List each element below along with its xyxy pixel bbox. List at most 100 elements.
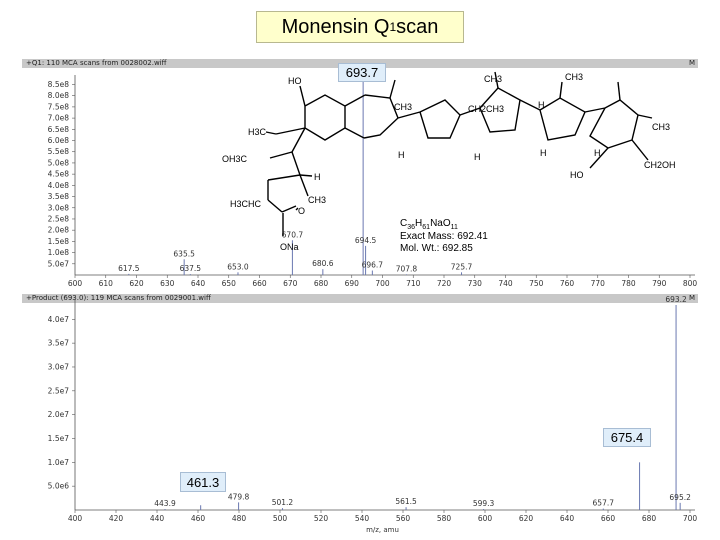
q1-ytick-label: 3.5e8 <box>48 192 70 201</box>
product-xtick-label: 400 <box>68 514 83 523</box>
q1-ytick-label: 2.5e8 <box>48 214 70 223</box>
struct-label-h3c: H3C <box>248 127 267 137</box>
product-ytick-label: 2.0e7 <box>48 410 70 419</box>
q1-peak-label: 696.7 <box>362 261 384 270</box>
struct-label-h-3: H <box>474 152 481 162</box>
product-xtick-label: 660 <box>601 514 616 523</box>
title-rest: scan <box>396 15 439 38</box>
struct-label-ona: ONa <box>280 242 299 252</box>
q1-xtick-label: 700 <box>375 279 390 288</box>
q1-xtick-label: 770 <box>591 279 606 288</box>
product-xtick-label: 580 <box>437 514 452 523</box>
struct-label-ch2oh: CH2OH <box>644 160 676 170</box>
struct-exact-mass: Exact Mass: 692.41 <box>400 231 488 242</box>
q1-ytick-label: 4.5e8 <box>48 170 70 179</box>
product-xtick-label: 460 <box>191 514 206 523</box>
product-xtick-label: 600 <box>478 514 493 523</box>
q1-ytick-label: 8.0e8 <box>48 91 70 100</box>
q1-peak-label: 670.7 <box>282 230 304 239</box>
q1-peak-label: 635.5 <box>173 249 195 258</box>
q1-xtick-label: 630 <box>160 279 175 288</box>
q1-peak-label: 707.8 <box>396 264 418 273</box>
struct-label-ho-top: HO <box>288 76 302 86</box>
struct-label-ch2ch3: CH2CH3 <box>468 104 504 114</box>
product-xtick-label: 680 <box>642 514 657 523</box>
struct-label-h3chc: H3CHC <box>230 199 262 209</box>
struct-label-ch3-d: CH3 <box>565 72 583 82</box>
callout-693-7: 693.7 <box>338 63 386 82</box>
struct-label-h-5: H <box>538 100 545 110</box>
q1-peak-label: 680.6 <box>312 259 334 268</box>
q1-ytick-label: 5.5e8 <box>48 147 70 156</box>
q1-peak-label: 617.5 <box>118 264 140 273</box>
q1-xtick-label: 660 <box>252 279 267 288</box>
q1-xtick-label: 760 <box>560 279 575 288</box>
q1-ytick-label: 2.0e8 <box>48 226 70 235</box>
product-xtick-label: 700 <box>683 514 698 523</box>
q1-ytick-label: 6.5e8 <box>48 125 70 134</box>
q1-ytick-label: 4.0e8 <box>48 181 70 190</box>
bottom-panel-header: +Product (693.0): 119 MCA scans from 002… <box>22 294 698 303</box>
q1-ytick-label: 1.5e8 <box>48 237 70 246</box>
struct-label-h-4: H <box>540 148 547 158</box>
product-ytick-label: 1.5e7 <box>48 434 70 443</box>
struct-label-o: O <box>298 206 305 216</box>
q1-ytick-label: 6.0e8 <box>48 136 70 145</box>
struct-label-h-1: H <box>314 172 321 182</box>
struct-label-ch3-e: CH3 <box>652 122 670 132</box>
q1-xtick-label: 710 <box>406 279 421 288</box>
bottom-panel-header-right: M <box>688 294 695 302</box>
q1-xtick-label: 670 <box>283 279 298 288</box>
struct-mol-wt: Mol. Wt.: 692.85 <box>400 243 473 254</box>
q1-xtick-label: 690 <box>345 279 360 288</box>
product-peak-label: 695.2 <box>669 493 691 502</box>
q1-xtick-label: 720 <box>437 279 452 288</box>
product-ytick-label: 3.0e7 <box>48 362 70 371</box>
product-peak-label: 443.9 <box>154 499 176 508</box>
q1-peak-label: 725.7 <box>451 262 473 271</box>
product-xtick-label: 520 <box>314 514 329 523</box>
product-xtick-label: 500 <box>273 514 288 523</box>
q1-xtick-label: 600 <box>68 279 83 288</box>
product-ytick-label: 4.0e7 <box>48 315 70 324</box>
product-peak-label: 501.2 <box>272 498 294 507</box>
product-xtick-label: 540 <box>355 514 370 523</box>
product-xtick-label: 480 <box>232 514 247 523</box>
product-xtick-label: 440 <box>150 514 165 523</box>
title-subscript: 1 <box>389 20 397 34</box>
struct-label-ch3-c: CH3 <box>484 74 502 84</box>
q1-xtick-label: 610 <box>99 279 114 288</box>
q1-ytick-label: 3.0e8 <box>48 203 70 212</box>
q1-ytick-label: 7.0e8 <box>48 114 70 123</box>
structure-bonds <box>265 71 653 236</box>
q1-xtick-label: 740 <box>498 279 513 288</box>
product-xlabel: m/z, amu <box>366 526 399 534</box>
q1-peak-label: 653.0 <box>227 262 249 271</box>
product-xtick-label: 560 <box>396 514 411 523</box>
struct-label-ho-bottom: HO <box>570 170 584 180</box>
product-peak-label: 657.7 <box>593 499 615 508</box>
q1-ytick-label: 7.5e8 <box>48 102 70 111</box>
q1-xtick-label: 680 <box>314 279 329 288</box>
product-peak-label: 479.8 <box>228 492 250 501</box>
q1-peak-label: 694.5 <box>355 236 377 245</box>
product-ytick-label: 1.0e7 <box>48 458 70 467</box>
top-panel-header-right: M <box>688 59 695 67</box>
q1-xtick-label: 620 <box>129 279 144 288</box>
q1-xtick-label: 750 <box>529 279 544 288</box>
struct-formula: C36H61NaO11 <box>400 218 458 231</box>
product-ytick-label: 3.5e7 <box>48 339 70 348</box>
product-xtick-label: 620 <box>519 514 534 523</box>
structure-info: C36H61NaO11 Exact Mass: 692.41 Mol. Wt.:… <box>400 218 488 254</box>
bottom-panel-header-text: +Product (693.0): 119 MCA scans from 002… <box>26 294 211 302</box>
product-xtick-label: 640 <box>560 514 575 523</box>
q1-xtick-label: 780 <box>621 279 636 288</box>
struct-label-h-6: H <box>594 148 601 158</box>
product-ytick-label: 5.0e6 <box>48 482 70 491</box>
struct-label-ch3-a: CH3 <box>394 102 412 112</box>
struct-label-ch3-b: CH3 <box>308 195 326 205</box>
q1-xtick-label: 730 <box>468 279 483 288</box>
q1-xtick-label: 800 <box>683 279 698 288</box>
